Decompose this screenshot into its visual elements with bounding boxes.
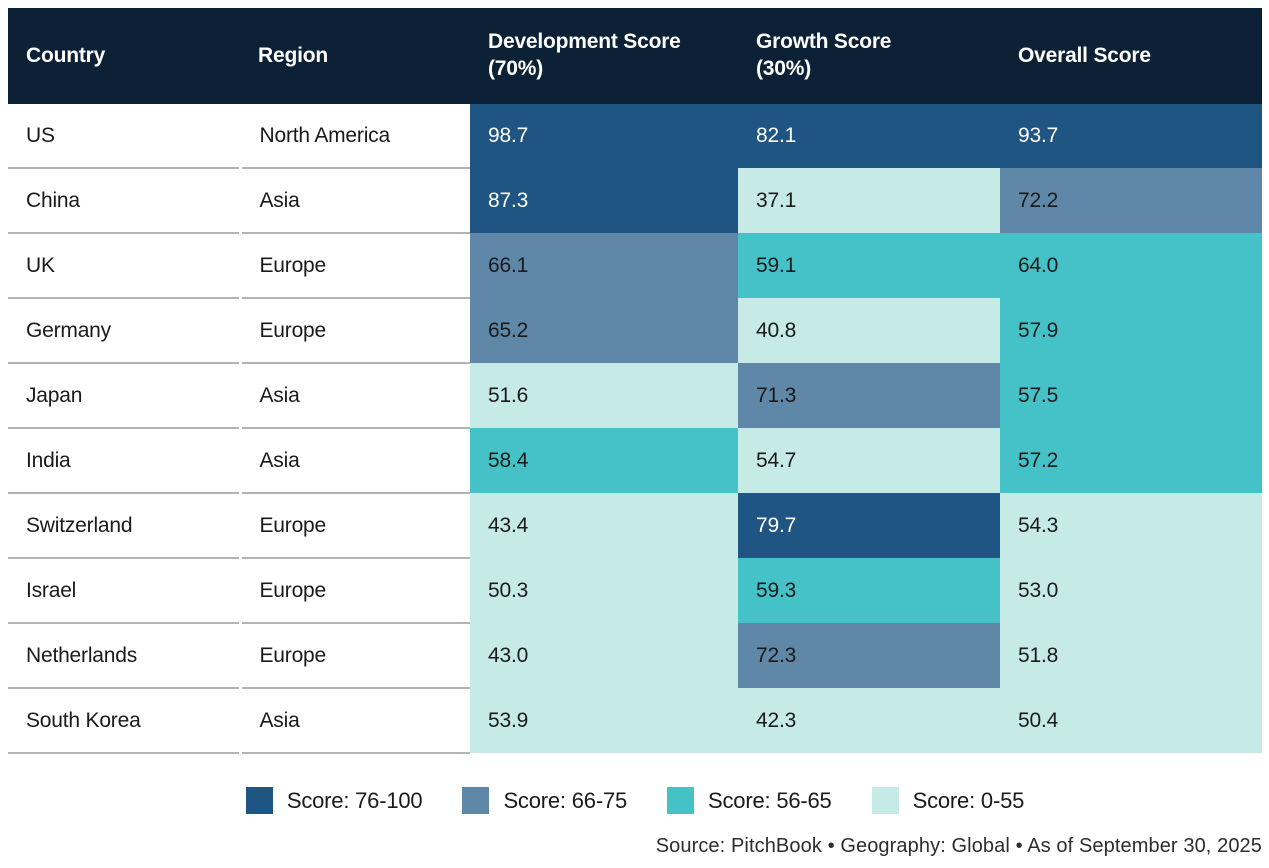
cell-development-score: 50.3 — [470, 558, 738, 623]
cell-development-score: 51.6 — [470, 363, 738, 428]
cell-country: South Korea — [8, 688, 240, 754]
cell-region: North America — [238, 104, 470, 169]
cell-region: Asia — [238, 428, 470, 494]
cell-growth-score: 42.3 — [738, 688, 1000, 753]
cell-region: Europe — [238, 298, 470, 364]
table-row: UK Europe 66.1 59.1 64.0 — [8, 233, 1262, 299]
cell-region: Europe — [238, 233, 470, 299]
cell-development-score: 98.7 — [470, 104, 738, 168]
table-row: Israel Europe 50.3 59.3 53.0 — [8, 558, 1262, 624]
legend-label: Score: 0-55 — [912, 787, 1025, 813]
cell-growth-score: 54.7 — [738, 428, 1000, 493]
legend-label: Score: 76-100 — [286, 787, 423, 813]
column-header-label: Growth Score — [756, 30, 892, 54]
cell-overall-score: 57.2 — [1000, 428, 1262, 493]
column-header-label: Region — [258, 43, 328, 67]
legend-item: Score: 76-100 — [245, 787, 423, 814]
column-header-subline: (70%) — [488, 57, 544, 80]
cell-development-score: 58.4 — [470, 428, 738, 493]
cell-development-score: 53.9 — [470, 688, 738, 753]
cell-region: Europe — [238, 558, 470, 624]
legend-label: Score: 56-65 — [708, 787, 832, 813]
column-header-development-score: Development Score (70%) — [470, 8, 738, 104]
cell-country: Germany — [8, 298, 240, 364]
column-header-subline: (30%) — [756, 57, 812, 80]
country-score-table: Country Region Development Score (70%) G… — [8, 8, 1262, 754]
table-row: Germany Europe 65.2 40.8 57.9 — [8, 298, 1262, 364]
cell-overall-score: 51.8 — [1000, 623, 1262, 688]
column-header-label: Overall Score — [1018, 43, 1151, 67]
table-row: US North America 98.7 82.1 93.7 — [8, 104, 1262, 169]
legend-item: Score: 0-55 — [871, 787, 1025, 814]
cell-development-score: 66.1 — [470, 233, 738, 298]
table-row: Japan Asia 51.6 71.3 57.5 — [8, 363, 1262, 429]
cell-overall-score: 72.2 — [1000, 168, 1262, 233]
table-row: India Asia 58.4 54.7 57.2 — [8, 428, 1262, 494]
table-row: Switzerland Europe 43.4 79.7 54.3 — [8, 493, 1262, 559]
column-header-label: Development Score — [488, 30, 681, 54]
cell-overall-score: 57.9 — [1000, 298, 1262, 363]
cell-country: US — [8, 104, 240, 169]
cell-country: Netherlands — [8, 623, 240, 689]
legend-swatch-icon — [667, 787, 695, 814]
cell-development-score: 43.4 — [470, 493, 738, 558]
cell-growth-score: 79.7 — [738, 493, 1000, 558]
cell-growth-score: 40.8 — [738, 298, 1000, 363]
cell-overall-score: 57.5 — [1000, 363, 1262, 428]
legend-swatch-icon — [245, 787, 273, 814]
cell-growth-score: 59.1 — [738, 233, 1000, 298]
source-note: Source: PitchBook • Geography: Global • … — [655, 835, 1262, 857]
column-header-growth-score: Growth Score (30%) — [738, 8, 1000, 104]
table-row: South Korea Asia 53.9 42.3 50.4 — [8, 688, 1262, 754]
legend-swatch-icon — [462, 787, 490, 814]
cell-overall-score: 64.0 — [1000, 233, 1262, 298]
legend-label: Score: 66-75 — [503, 787, 628, 813]
cell-growth-score: 37.1 — [738, 168, 1000, 233]
score-legend: Score: 76-100 Score: 66-75 Score: 56-65 Sco… — [8, 787, 1262, 814]
cell-growth-score: 82.1 — [738, 104, 1000, 168]
cell-region: Asia — [238, 688, 470, 754]
cell-region: Europe — [238, 623, 470, 689]
cell-country: Switzerland — [8, 493, 240, 559]
column-header-country: Country — [8, 8, 240, 104]
header-row: Country Region Development Score (70%) G… — [8, 8, 1262, 104]
column-header-region: Region — [240, 8, 470, 104]
column-header-label: Country — [26, 43, 106, 67]
legend-swatch-icon — [871, 787, 899, 814]
cell-country: UK — [8, 233, 240, 299]
cell-region: Asia — [238, 168, 470, 234]
cell-region: Europe — [238, 493, 470, 559]
table-row: China Asia 87.3 37.1 72.2 — [8, 168, 1262, 234]
cell-country: Israel — [8, 558, 240, 624]
cell-country: India — [8, 428, 240, 494]
cell-overall-score: 50.4 — [1000, 688, 1262, 753]
table-row: Netherlands Europe 43.0 72.3 51.8 — [8, 623, 1262, 689]
cell-growth-score: 71.3 — [738, 363, 1000, 428]
legend-item: Score: 56-65 — [667, 787, 832, 814]
cell-country: China — [8, 168, 240, 234]
cell-growth-score: 59.3 — [738, 558, 1000, 623]
legend-item: Score: 66-75 — [462, 787, 627, 814]
cell-region: Asia — [238, 363, 470, 429]
cell-development-score: 65.2 — [470, 298, 738, 363]
cell-growth-score: 72.3 — [738, 623, 1000, 688]
cell-country: Japan — [8, 363, 240, 429]
cell-development-score: 43.0 — [470, 623, 738, 688]
cell-overall-score: 54.3 — [1000, 493, 1262, 558]
cell-overall-score: 93.7 — [1000, 104, 1262, 168]
column-header-overall-score: Overall Score — [1000, 8, 1262, 104]
cell-development-score: 87.3 — [470, 168, 738, 233]
cell-overall-score: 53.0 — [1000, 558, 1262, 623]
